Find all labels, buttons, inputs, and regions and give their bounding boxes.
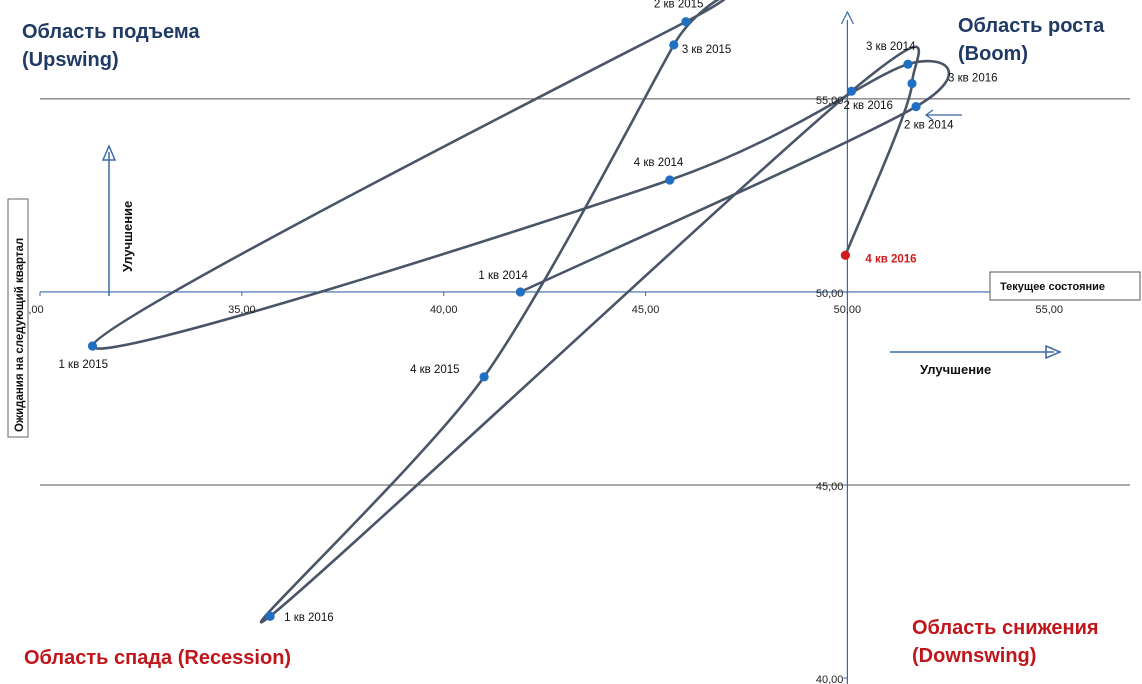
quadrant-title-upswing-en: (Upswing)	[22, 49, 119, 71]
data-point	[669, 40, 679, 50]
x-tick-label: 55,00	[1035, 304, 1063, 316]
tick-labels: ,00 35,00 40,00 45,00 50,00 55,00 40,00 45,00 50…	[28, 95, 1063, 684]
quadrant-title-boom: Область роста	[958, 15, 1105, 37]
point-label: 2 кв 2016	[843, 100, 893, 112]
y-axis-arrowhead	[840, 10, 854, 25]
point-label: 3 кв 2016	[948, 72, 998, 84]
legend-text: Текущее состояние	[1000, 281, 1105, 293]
series-line	[91, 0, 951, 624]
axes	[39, 10, 1130, 684]
point-label: 3 кв 2014	[866, 41, 916, 53]
y-tick-label: 50,00	[816, 288, 844, 300]
point-label: 1 кв 2015	[58, 359, 108, 371]
quadrant-title-downswing-en: (Downswing)	[912, 645, 1036, 667]
quadrant-title-recession: Область спада (Recession)	[24, 647, 291, 669]
data-point	[665, 175, 675, 185]
pointer-arrow	[924, 109, 962, 121]
y-tick-label: 55,00	[816, 95, 844, 107]
point-label: 1 кв 2014	[478, 270, 528, 282]
data-point	[515, 287, 526, 297]
point-label: 4 кв 2014	[634, 157, 684, 169]
point-label: 2 кв 2015	[654, 0, 704, 11]
y-tick-label: 40,00	[816, 674, 844, 684]
point-label: 1 кв 2016	[284, 612, 334, 624]
y-improvement-label: Улучшение	[120, 201, 135, 272]
y-improvement-arrow	[101, 144, 117, 296]
data-point	[907, 78, 917, 89]
x-tick-label: 35,00	[228, 304, 256, 316]
data-point	[681, 17, 691, 27]
y-tick-label: 45,00	[816, 481, 844, 493]
quadrant-title-upswing: Область подъема	[22, 21, 200, 43]
data-point	[846, 86, 857, 96]
y-axis-title-box	[7, 198, 29, 438]
legend-box	[989, 271, 1141, 301]
x-tick-label: 40,00	[430, 304, 458, 316]
data-point	[840, 250, 850, 260]
data-point	[479, 372, 489, 382]
data-point	[265, 611, 275, 621]
point-label: 4 кв 2015	[410, 364, 460, 376]
data-points	[87, 17, 921, 621]
grid-lines	[40, 98, 1130, 486]
point-label: 2 кв 2014	[904, 120, 954, 132]
series-path	[91, 0, 951, 624]
quadrant-title-boom-en: (Boom)	[958, 43, 1028, 65]
y-axis-title: Ожидания на следующий квартал	[14, 238, 26, 432]
point-label: 4 кв 2016	[865, 253, 916, 265]
data-point	[903, 59, 913, 69]
x-tick-label: 45,00	[632, 304, 660, 316]
x-tick-label: ,00	[28, 304, 43, 316]
data-point	[87, 341, 98, 351]
data-point	[911, 102, 921, 112]
point-labels: 1 кв 2014 2 кв 2014 3 кв 2014 4 кв 2014 1 кв…	[58, 0, 997, 624]
x-tick-label: 50,00	[834, 304, 862, 316]
x-improvement-arrow	[890, 344, 1062, 360]
x-improvement-label: Улучшение	[920, 362, 991, 377]
point-label: 3 кв 2015	[682, 44, 732, 56]
quadrant-title-downswing: Область снижения	[912, 617, 1099, 639]
